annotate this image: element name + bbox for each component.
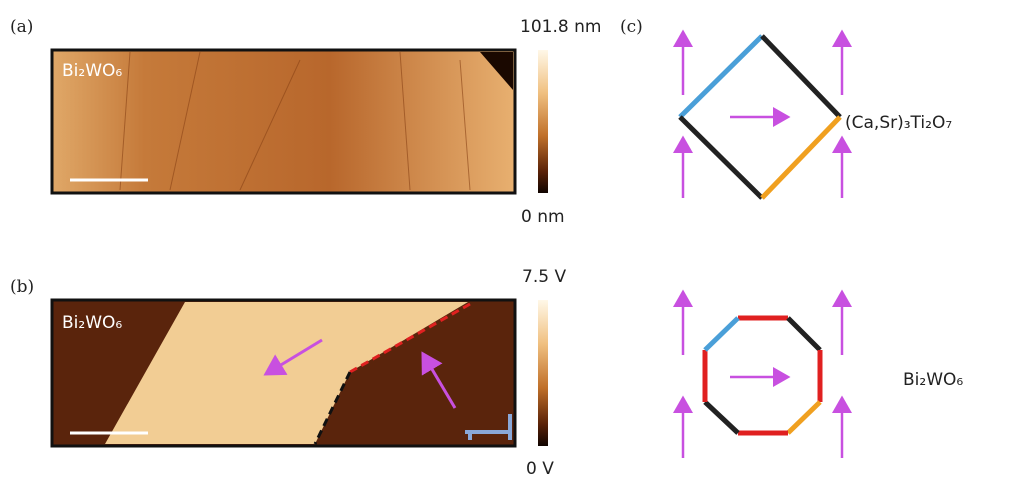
octagon-domain	[705, 318, 820, 433]
panel-label: (a)	[10, 17, 33, 37]
panel-label: (b)	[10, 277, 34, 297]
structure-label: (Ca,Sr)₃Ti₂O₇	[845, 113, 952, 133]
colorbar-min: 0 nm	[521, 207, 565, 227]
colorbar-max: 7.5 V	[522, 267, 566, 287]
colorbar	[538, 50, 548, 193]
colorbar	[538, 300, 548, 446]
structure-label: Bi₂WO₆	[903, 370, 963, 390]
figure: (a) Bi₂WO₆ 101.8 nm 0 nm (b) Bi₂WO₆ 7.5 …	[0, 0, 1015, 483]
colorbar-min: 0 V	[526, 459, 554, 479]
image-label: Bi₂WO₆	[62, 61, 122, 81]
colorbar-max: 101.8 nm	[520, 17, 601, 37]
panel-label: (c)	[620, 17, 643, 37]
polarization-arrows	[683, 32, 842, 198]
image-label: Bi₂WO₆	[62, 313, 122, 333]
